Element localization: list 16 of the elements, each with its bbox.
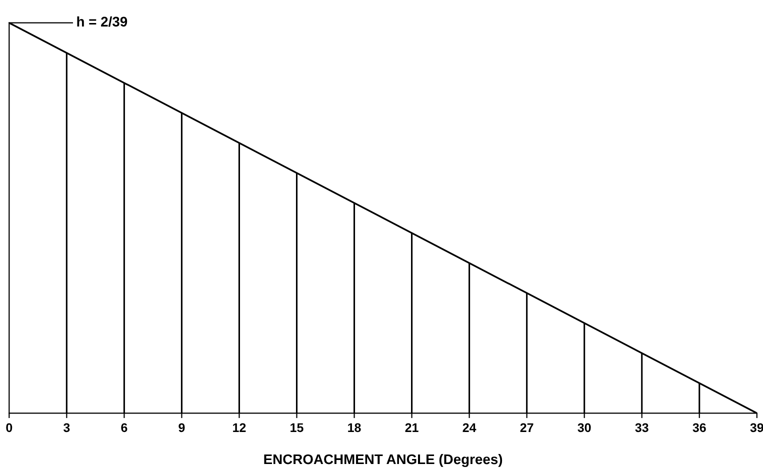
x-tick-label: 6 bbox=[121, 423, 128, 432]
x-tick-label: 39 bbox=[750, 423, 763, 432]
x-tick-label: 36 bbox=[692, 423, 706, 432]
x-tick-label: 33 bbox=[635, 423, 648, 432]
x-tick-label: 18 bbox=[348, 423, 361, 432]
x-tick-label: 9 bbox=[178, 423, 185, 432]
x-tick-label: 15 bbox=[290, 423, 304, 432]
x-tick-label: 24 bbox=[462, 423, 476, 432]
x-tick-label: 30 bbox=[578, 423, 591, 432]
annotation: h = 2/39 bbox=[77, 16, 128, 27]
x-tick-label: 27 bbox=[520, 423, 534, 432]
x-tick-label: 21 bbox=[405, 423, 418, 432]
x-tick-label: 12 bbox=[233, 423, 246, 432]
x-tick-label: 0 bbox=[6, 423, 12, 432]
x-tick-label: 3 bbox=[63, 423, 70, 432]
x-axis-title: ENCROACHMENT ANGLE (Degrees) bbox=[264, 454, 502, 467]
